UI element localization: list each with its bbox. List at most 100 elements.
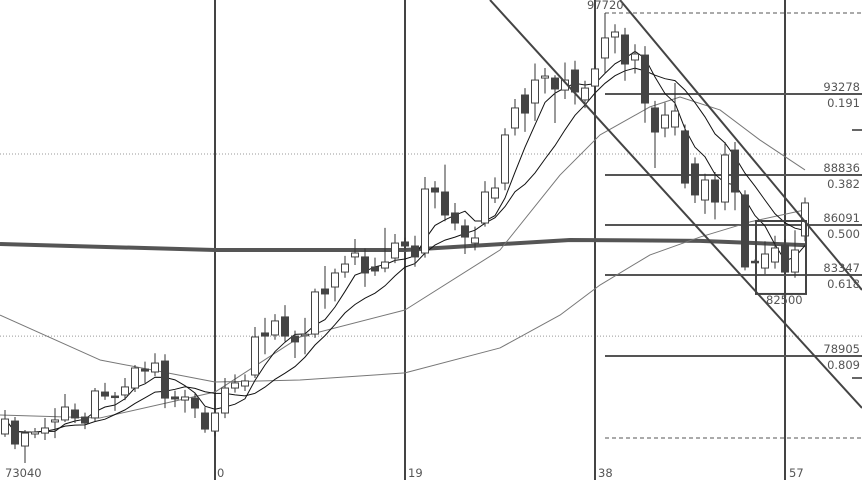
candle-body-up <box>661 114 669 129</box>
candle <box>311 288 319 338</box>
moving-average-line <box>0 237 806 252</box>
fib-price-label: 78905 <box>823 342 860 356</box>
fib-ratio-label: 0.618 <box>827 277 860 291</box>
candle <box>631 44 639 74</box>
candle <box>461 219 469 255</box>
candle-body-up <box>241 380 249 387</box>
candle-body-up <box>51 419 59 423</box>
moving-average-line <box>0 96 806 419</box>
candle-body-up <box>381 261 389 269</box>
x-tick-label: 0 <box>217 466 224 480</box>
candle-body-up <box>151 362 159 373</box>
candle <box>451 202 459 231</box>
candle <box>481 181 489 227</box>
candle <box>141 361 149 383</box>
candle-body-down <box>781 244 789 273</box>
candle-body-down <box>11 420 19 445</box>
candle-body-up <box>301 333 309 337</box>
candle-body-up <box>341 263 349 273</box>
candle <box>161 354 169 409</box>
candle <box>621 27 629 81</box>
candle-body-up <box>351 252 359 258</box>
candle-body-up <box>231 382 239 389</box>
candle-body-up <box>791 249 799 273</box>
candle-body-down <box>191 397 199 409</box>
candle-body-up <box>671 110 679 128</box>
fib-price-label: 83347 <box>823 261 860 275</box>
candle <box>31 427 39 439</box>
candle-body-down <box>201 412 209 430</box>
candle-body-up <box>391 242 399 259</box>
candle-body-down <box>401 241 409 247</box>
candle <box>351 239 359 265</box>
high-price-label: 97720 <box>587 0 624 12</box>
candle <box>51 408 59 439</box>
candle-body-up <box>761 253 769 269</box>
candle-body-down <box>731 149 739 193</box>
candle-body-up <box>721 154 729 203</box>
candle <box>441 164 449 222</box>
candle-body-down <box>81 416 89 424</box>
candle <box>81 412 89 430</box>
candle-body-down <box>621 34 629 65</box>
candle-body-up <box>31 431 39 435</box>
candle <box>701 173 709 214</box>
candle <box>91 388 99 422</box>
candle <box>491 177 499 203</box>
candle <box>291 330 299 358</box>
candle-body-down <box>691 163 699 196</box>
candle <box>601 12 609 74</box>
candle-body-up <box>251 336 259 376</box>
candle <box>551 75 559 123</box>
candle <box>231 374 239 393</box>
candle-body-down <box>71 409 79 419</box>
moving-average-line <box>4 67 806 433</box>
candle <box>691 157 699 203</box>
fib-ratio-label: 0.809 <box>827 358 860 372</box>
candle-body-down <box>551 77 559 90</box>
candle-body-up <box>481 191 489 224</box>
candle <box>791 230 799 278</box>
candle <box>171 390 179 408</box>
candle <box>261 317 269 355</box>
channel-trendline <box>489 0 862 409</box>
candle-body-up <box>491 187 499 199</box>
candle-body-down <box>451 212 459 224</box>
candle-body-up <box>541 75 549 79</box>
candle-body-up <box>631 53 639 61</box>
candle-body-down <box>571 69 579 93</box>
candle-body-down <box>431 187 439 193</box>
candle-body-up <box>311 291 319 335</box>
fib-ratio-label: 0.191 <box>827 96 860 110</box>
candle <box>221 378 229 419</box>
candle <box>641 46 649 123</box>
candle-body-up <box>771 247 779 263</box>
candle <box>271 314 279 340</box>
candle-body-down <box>291 335 299 343</box>
candle <box>151 353 159 377</box>
candle-body-down <box>461 225 469 238</box>
candle <box>511 99 519 136</box>
candle <box>301 317 309 355</box>
candle-body-up <box>21 432 29 447</box>
x-tick-label: 19 <box>408 466 423 480</box>
candle-body-up <box>471 237 479 244</box>
candle <box>391 233 399 264</box>
candle-body-down <box>111 395 119 399</box>
box-low-label: 82500 <box>766 293 803 307</box>
candle <box>531 63 539 121</box>
candle <box>41 417 49 441</box>
candle <box>571 60 579 105</box>
candle <box>131 365 139 393</box>
candle <box>121 378 129 401</box>
candle <box>371 257 379 276</box>
candle <box>681 124 689 189</box>
candle-body-up <box>121 386 129 396</box>
candle <box>501 128 509 191</box>
moving-average-line <box>0 209 806 383</box>
candle <box>591 66 599 94</box>
candle-body-down <box>141 368 149 372</box>
